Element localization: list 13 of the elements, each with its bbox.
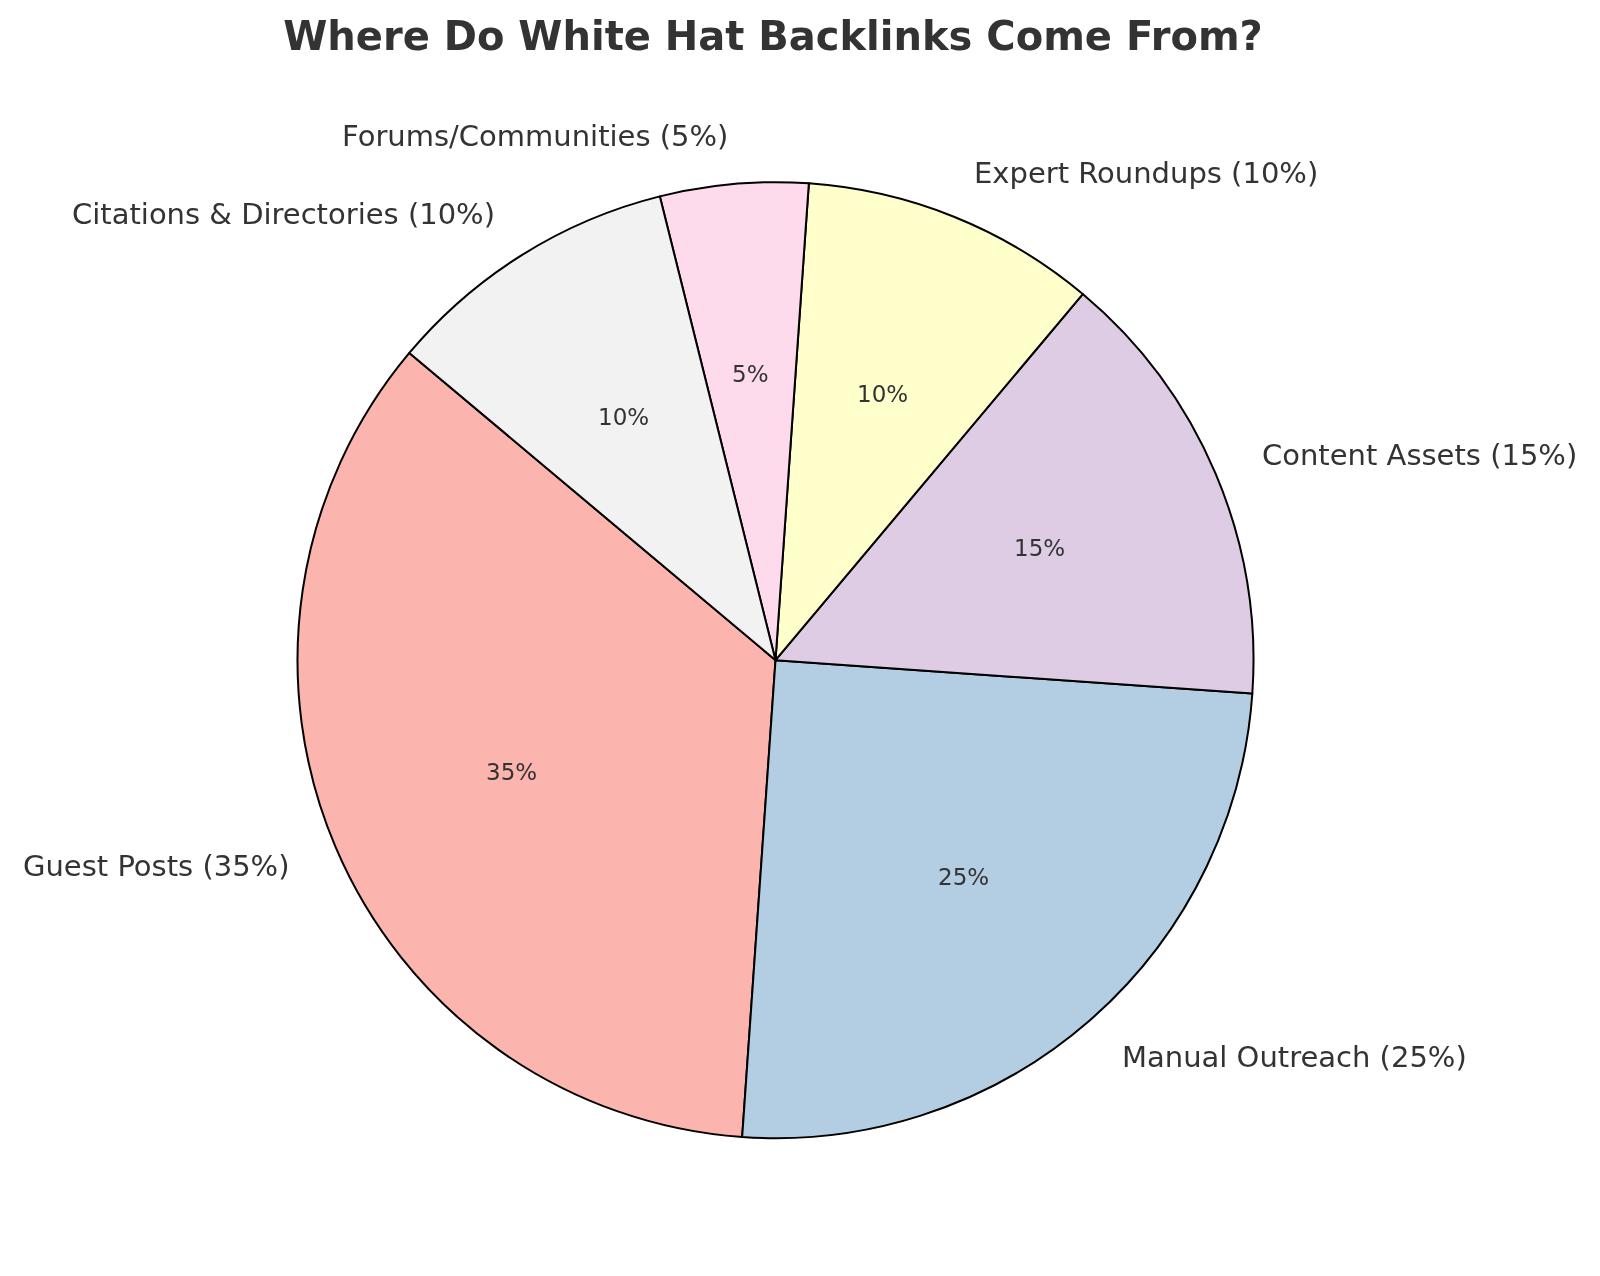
chart-title: Where Do White Hat Backlinks Come From?: [283, 13, 1263, 59]
slice-label: Expert Roundups (10%): [974, 156, 1319, 190]
slice-label: Manual Outreach (25%): [1122, 1040, 1467, 1074]
slice-label: Content Assets (15%): [1262, 438, 1578, 472]
slice-label: Guest Posts (35%): [23, 849, 290, 883]
data-label: 25%: [938, 864, 990, 890]
data-label: 15%: [1014, 535, 1066, 561]
data-label: 5%: [732, 361, 769, 387]
data-label: 10%: [598, 404, 650, 430]
data-label: 35%: [486, 759, 538, 785]
slice-label: Citations & Directories (10%): [72, 197, 495, 231]
slice-label: Forums/Communities (5%): [342, 119, 729, 153]
data-label: 10%: [857, 381, 909, 407]
